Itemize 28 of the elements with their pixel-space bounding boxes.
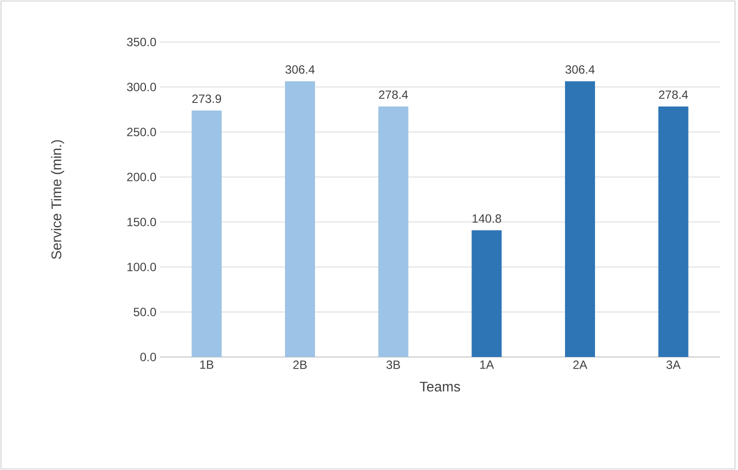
y-tick-label: 300.0 <box>127 82 156 92</box>
y-tick-label: 200.0 <box>127 172 156 182</box>
y-tick-label: 0.0 <box>140 352 156 362</box>
y-tick-label: 100.0 <box>127 262 156 272</box>
x-tick-label: 3A <box>666 360 681 369</box>
bar <box>285 81 315 357</box>
y-tick-label: 250.0 <box>127 128 156 136</box>
data-label: 306.4 <box>566 65 595 74</box>
bar <box>192 110 222 357</box>
x-tick-label: 2A <box>573 360 588 369</box>
x-tick-label: 2B <box>293 360 307 369</box>
bar <box>658 106 688 357</box>
x-tick-label: 1B <box>200 360 214 369</box>
data-label: 306.4 <box>285 65 315 74</box>
y-axis-title: Service Time (min.) <box>51 140 64 260</box>
data-label: 278.4 <box>658 90 688 99</box>
bar <box>378 106 408 357</box>
x-tick-label: 3B <box>386 360 400 369</box>
x-tick-label: 1A <box>480 360 494 369</box>
bar <box>472 230 502 357</box>
x-axis-title: Teams <box>420 382 460 392</box>
data-label: 140.8 <box>472 214 502 223</box>
y-tick-label: 350.0 <box>127 38 156 46</box>
bar <box>565 81 596 357</box>
data-label: 273.9 <box>192 94 222 103</box>
data-label: 278.4 <box>378 90 408 99</box>
y-tick-label: 150.0 <box>127 218 156 226</box>
y-tick-label: 50.0 <box>134 308 156 316</box>
